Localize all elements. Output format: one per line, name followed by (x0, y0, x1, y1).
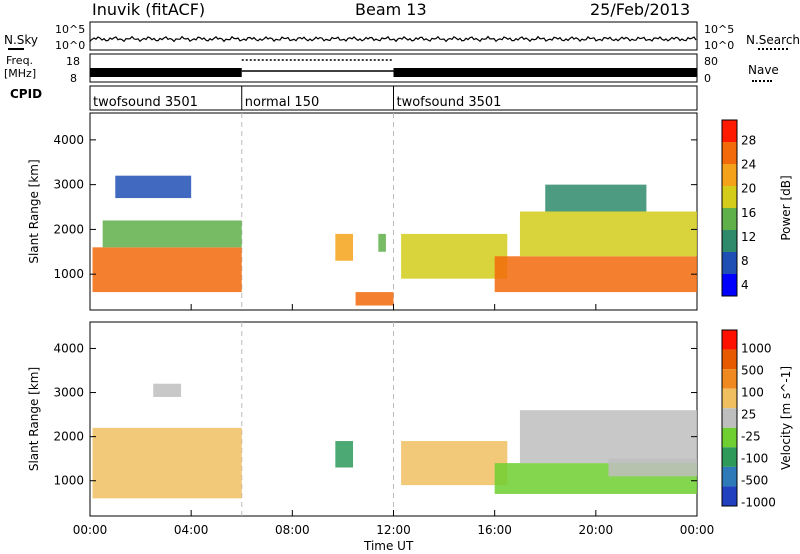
power-colorbar-tick-label: 24 (741, 158, 756, 172)
freq-label: Freq. (6, 54, 34, 67)
velocity-colorbar-cell (722, 486, 737, 506)
velocity-colorbar-tick-label: -500 (741, 474, 768, 488)
power-colorbar-tick-label: 28 (741, 133, 756, 147)
velocity-ytick-label: 4000 (53, 341, 84, 355)
velocity-colorbar-cell (722, 427, 737, 448)
nsky-tick-top: 10^5 (55, 23, 86, 36)
velocity-ytick-label: 2000 (53, 430, 84, 444)
x-axis-label: Time UT (364, 539, 414, 553)
velocity-echo-region (153, 383, 182, 397)
velocity-echo-region (92, 427, 242, 499)
velocity-colorbar-tick-label: 500 (741, 364, 764, 378)
velocity-colorbar-cell (722, 369, 737, 389)
power-echo-region (401, 233, 508, 279)
station-title: Inuvik (fitACF) (92, 0, 206, 19)
velocity-ytick-label: 1000 (53, 474, 84, 488)
freq-tick-top: 18 (66, 55, 80, 68)
nave-tick-bottom: 0 (704, 72, 711, 85)
xtick-label: 20:00 (579, 523, 614, 537)
velocity-colorbar-tick-label: -1000 (741, 496, 776, 510)
xtick-label: 08:00 (275, 523, 310, 537)
power-colorbar-tick-label: 4 (741, 278, 749, 292)
power-echo-region (115, 175, 192, 199)
velocity-echo-region (608, 458, 697, 477)
velocity-colorbar-cell (722, 330, 737, 350)
nsearch-label: N.Search (746, 33, 800, 47)
power-ytick-label: 4000 (53, 133, 84, 147)
velocity-colorbar-cell (722, 408, 737, 428)
power-echo-region (92, 247, 242, 293)
date-title: 25/Feb/2013 (590, 0, 691, 19)
velocity-echo-region (401, 441, 508, 486)
power-colorbar-cell (722, 164, 737, 186)
beam-title: Beam 13 (355, 0, 427, 19)
nsky-trace (89, 35, 697, 43)
velocity-colorbar-frame (721, 329, 738, 507)
power-colorbar-cell (722, 142, 737, 164)
power-echo-region (355, 292, 394, 306)
velocity-ylabel: Slant Range [km] (27, 367, 41, 471)
power-colorbar-cell (722, 230, 737, 252)
freq-trace-segment-1 (90, 68, 242, 77)
xtick-label: 00:00 (73, 523, 108, 537)
cpid-segment-label: twofsound 3501 (397, 95, 502, 110)
power-colorbar-cell (722, 208, 737, 230)
nsky-panel-frame (89, 21, 698, 51)
nsky-label: N.Sky (4, 33, 39, 47)
velocity-colorbar-cell (722, 349, 737, 370)
power-colorbar-tick-label: 16 (741, 206, 756, 220)
velocity-ytick-label: 3000 (53, 386, 84, 400)
power-ytick-label: 1000 (53, 267, 84, 281)
nsearch-tick-top: 10^5 (704, 23, 735, 36)
power-colorbar-cell (722, 120, 737, 142)
xtick-label: 12:00 (376, 523, 411, 537)
power-ytick-label: 2000 (53, 222, 84, 236)
nave-tick-top: 80 (704, 55, 718, 68)
power-echo-region (335, 233, 354, 261)
power-echo-region (494, 256, 697, 293)
power-colorbar-cell (722, 274, 737, 296)
xtick-label: 00:00 (680, 523, 715, 537)
velocity-colorbar-cell (722, 388, 737, 409)
power-colorbar-frame (721, 119, 738, 297)
velocity-colorbar-tick-label: -100 (741, 452, 768, 466)
power-colorbar-tick-label: 20 (741, 182, 756, 196)
nave-legend-line (752, 80, 772, 82)
velocity-colorbar-tick-label: -25 (741, 430, 761, 444)
power-echo-region (102, 220, 242, 248)
velocity-colorbar-tick-label: 1000 (741, 342, 772, 356)
xtick-label: 04:00 (174, 523, 209, 537)
power-colorbar-cell (722, 252, 737, 274)
cpid-segment-label: twofsound 3501 (93, 95, 198, 110)
nsky-tick-bottom: 10^0 (55, 39, 86, 52)
power-echo-region (378, 233, 386, 252)
power-echo-region (545, 184, 647, 212)
nsky-legend-line (8, 48, 24, 50)
power-ytick-label: 3000 (53, 178, 84, 192)
velocity-colorbar-cell (722, 466, 737, 487)
cpid-label: CPID (10, 87, 43, 101)
nsearch-legend-line (758, 48, 788, 50)
power-colorbar-label: Power [dB] (779, 175, 793, 240)
xtick-label: 16:00 (477, 523, 512, 537)
power-colorbar-tick-label: 8 (741, 254, 749, 268)
freq-tick-bottom: 8 (70, 72, 77, 85)
power-echo-region (519, 211, 697, 257)
power-ylabel: Slant Range [km] (27, 159, 41, 263)
velocity-colorbar-label: Velocity [m s^-1] (779, 366, 793, 470)
power-colorbar-tick-label: 12 (741, 230, 756, 244)
velocity-colorbar-tick-label: 25 (741, 408, 756, 422)
velocity-colorbar-cell (722, 447, 737, 467)
power-colorbar-cell (722, 186, 737, 208)
nsearch-tick-bottom: 10^0 (704, 39, 735, 52)
freq-trace-segment-2 (393, 68, 697, 77)
freq-unit: [MHz] (4, 67, 37, 80)
velocity-echo-region (335, 441, 354, 468)
velocity-echo-region (519, 410, 697, 464)
nave-label: Nave (748, 63, 779, 77)
cpid-segment-label: normal 150 (245, 95, 320, 110)
velocity-colorbar-tick-label: 100 (741, 386, 764, 400)
